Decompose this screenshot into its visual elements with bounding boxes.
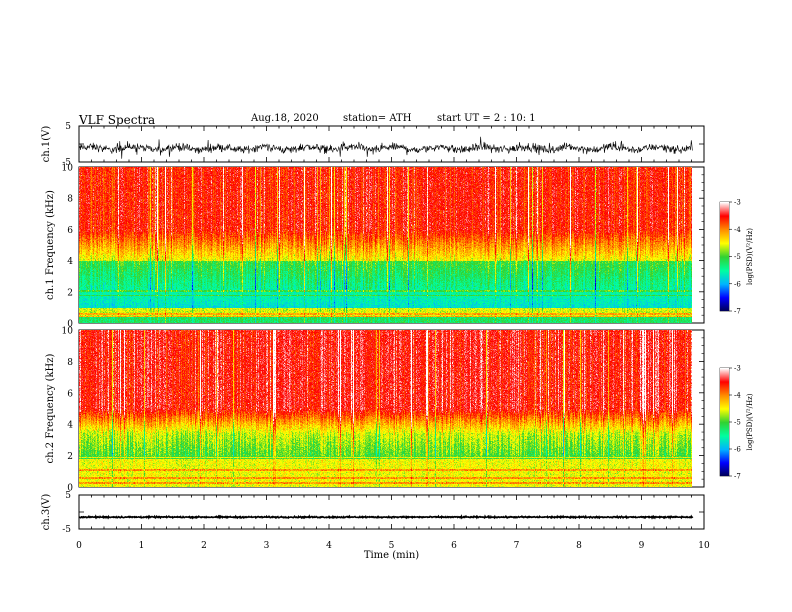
cb2-label: log(PSD)(V²/Hz) — [746, 393, 754, 450]
cb2-tick-label: -6 — [734, 446, 741, 454]
cb1-tick-label: -4 — [734, 226, 741, 234]
cb1-tick-label: -5 — [734, 253, 741, 261]
time-tick-label: 7 — [514, 541, 520, 551]
ch1-wave-trace — [78, 136, 694, 159]
cb1-tick-label: -3 — [734, 199, 741, 207]
ch2-spec-ytick-label: 10 — [62, 327, 74, 337]
time-tick-label: 8 — [576, 541, 582, 551]
ch2-colorbar: -3 -4 -5 -6 -7 log(PSD)(V²/Hz) — [719, 365, 754, 481]
ch3-wave-trace — [78, 514, 694, 520]
ch1-spec-ylabel: ch.1 Frequency (kHz) — [45, 190, 56, 300]
ch2-spec-ytick-label: 2 — [67, 452, 73, 462]
chart-title: VLF Spectra — [79, 113, 156, 127]
time-tick-label: 10 — [698, 541, 710, 551]
ch3-wave-ytick-label: -5 — [62, 525, 71, 535]
ch1-wave-ytick-label: -5 — [62, 158, 71, 168]
ch1-spec-ytick-label: 10 — [62, 164, 74, 174]
ch3-wave-ytick-label: 5 — [65, 491, 71, 501]
time-tick-label: 1 — [139, 541, 145, 551]
ch1-spec-ytick-label: 4 — [67, 257, 73, 267]
cb1-label: log(PSD)(V²/Hz) — [746, 228, 754, 285]
cb2-tick-label: -4 — [734, 392, 741, 400]
ch1-wave-ytick-label: 5 — [65, 122, 71, 132]
time-tick-label: 9 — [639, 541, 645, 551]
ch1-waveform-panel: 5 -5 ch.1(V) — [41, 122, 705, 168]
ch1-spec-ytick-label: 2 — [67, 288, 73, 298]
cb1-tick-label: -6 — [734, 280, 741, 288]
time-axis-label: Time (min) — [364, 550, 419, 561]
station-label: station= ATH — [343, 113, 412, 124]
cb2-tick-label: -5 — [734, 419, 741, 427]
ch2-spectrogram-image — [79, 330, 692, 487]
ch2-spec-ytick-label: 6 — [67, 389, 73, 399]
ch2-colorbar-gradient — [720, 368, 729, 476]
ch2-spec-ytick-label: 4 — [67, 421, 73, 431]
ch1-spec-ytick-label: 0 — [67, 320, 73, 330]
ch2-spec-ylabel: ch.2 Frequency (kHz) — [45, 353, 56, 463]
time-tick-label: 3 — [264, 541, 270, 551]
ch3-wave-frame — [78, 494, 705, 530]
time-tick-label: 2 — [201, 541, 207, 551]
start-time-label: start UT = 2 : 10: 1 — [437, 113, 536, 124]
time-tick-label: 6 — [451, 541, 457, 551]
time-axis: 0 1 2 3 4 5 6 7 8 9 10 Time (min) — [76, 541, 710, 561]
cb2-tick-label: -3 — [734, 365, 741, 373]
ch2-spec-ytick-label: 8 — [67, 358, 73, 368]
ch1-spec-ytick-label: 8 — [67, 195, 73, 205]
ch3-waveform-panel: 5 -5 ch.3(V) — [41, 491, 705, 535]
time-tick-label: 4 — [326, 541, 332, 551]
date-label: Aug.18, 2020 — [251, 113, 319, 124]
time-tick-label: 0 — [76, 541, 82, 551]
cb1-tick-label: -7 — [734, 308, 741, 316]
ch2-spec-ytick-label: 0 — [67, 484, 73, 494]
ch1-colorbar-gradient — [720, 202, 729, 311]
ch1-spec-ytick-label: 6 — [67, 226, 73, 236]
cb2-tick-label: -7 — [734, 473, 741, 481]
ch1-wave-ylabel: ch.1(V) — [41, 126, 52, 163]
ch3-wave-ylabel: ch.3(V) — [41, 494, 52, 531]
ch1-wave-frame — [78, 125, 705, 163]
ch1-spectrogram-image — [79, 167, 692, 323]
time-tick-label: 5 — [389, 541, 395, 551]
